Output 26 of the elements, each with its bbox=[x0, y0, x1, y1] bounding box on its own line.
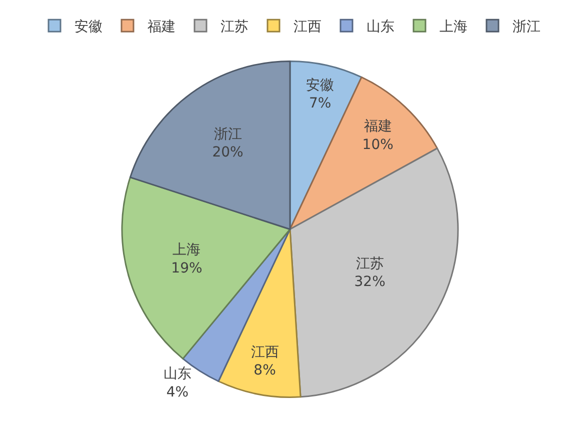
legend-label: 浙江 bbox=[512, 19, 540, 36]
data-label: 19% bbox=[171, 260, 202, 276]
slice-label: 安徽 bbox=[306, 78, 334, 94]
legend-label: 安徽 bbox=[74, 19, 102, 36]
slice-label: 浙江 bbox=[214, 126, 242, 143]
legend-label: 福建 bbox=[148, 19, 176, 36]
slice-label: 江苏 bbox=[356, 256, 384, 272]
data-label: 20% bbox=[212, 144, 244, 161]
legend-label: 江苏 bbox=[220, 19, 248, 36]
slice-label: 山东 bbox=[163, 366, 192, 382]
slice-label: 福建 bbox=[364, 118, 392, 135]
pie-slice bbox=[289, 76, 438, 230]
data-label: 10% bbox=[362, 136, 394, 153]
data-label: 32% bbox=[354, 274, 386, 290]
pie-slice bbox=[289, 148, 459, 398]
pie-slice bbox=[129, 60, 291, 230]
legend-label: 江西 bbox=[294, 19, 322, 36]
data-label: 7% bbox=[308, 96, 332, 112]
legend-label: 山东 bbox=[366, 19, 394, 36]
data-label: 4% bbox=[166, 384, 189, 400]
pie-slice bbox=[121, 176, 291, 360]
slice-label: 上海 bbox=[172, 242, 201, 258]
legend-label: 上海 bbox=[440, 19, 468, 36]
slice-label: 江西 bbox=[250, 344, 279, 360]
pie-slice bbox=[218, 228, 302, 398]
data-label: 8% bbox=[254, 362, 276, 378]
